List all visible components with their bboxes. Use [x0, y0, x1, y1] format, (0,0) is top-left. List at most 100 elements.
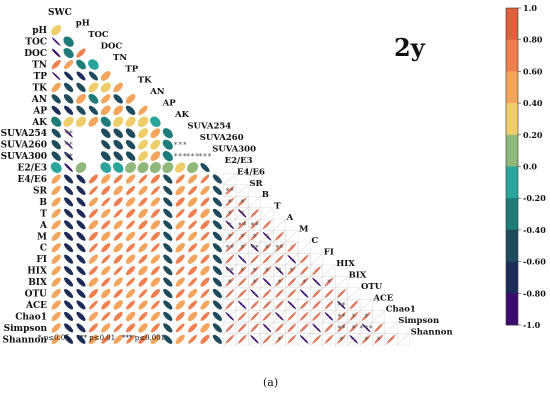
- heatmap-ellipse-20-2: [76, 243, 86, 253]
- heatmap-ellipse-5-4: [100, 71, 111, 81]
- diagonal-line-18-16: [248, 218, 261, 231]
- diagonal-line-26-25: [359, 310, 373, 323]
- heatmap-ellipse-28-2: [76, 334, 86, 344]
- heatmap-ellipse-18-9: [163, 220, 173, 230]
- heatmap-ellipse-23-6: [126, 277, 135, 287]
- heatmap-ellipse-28-1: [64, 334, 74, 344]
- heatmap-ellipse-19-0: [51, 231, 61, 241]
- diagonal-line-25-25: [359, 299, 373, 311]
- heatmap-ellipse-22-13: [212, 266, 222, 276]
- heatmap-ellipse-4-0: [51, 59, 61, 70]
- significance-star-22-19: *: [290, 267, 295, 276]
- row-label-21: FI: [36, 255, 47, 265]
- diagonal-line-22-22: [322, 264, 336, 277]
- heatmap-ellipse-12-4: [100, 151, 111, 161]
- diagonal-line-27-22: [322, 321, 336, 334]
- diagonal-line-25-16: [248, 299, 261, 311]
- heatmap-ellipse-25-2: [76, 300, 86, 310]
- diagonal-line-21-17: [260, 253, 274, 266]
- diag-label-26: Chao1: [386, 305, 416, 315]
- heatmap-ellipse-19-8: [150, 231, 160, 241]
- heatmap-ellipse-15-3: [89, 186, 98, 195]
- footnote-item-2: *** p≤0.001: [122, 334, 165, 342]
- heatmap-ellipse-26-10: [175, 311, 185, 321]
- significance-star-16-15: *: [240, 198, 245, 207]
- heatmap-ellipse-27-8: [150, 323, 160, 333]
- heatmap-ellipse-23-8: [150, 277, 161, 287]
- diagonal-line-28-19: [285, 333, 299, 346]
- diagonal-line-25-15: [235, 299, 249, 311]
- diag-label-6: TK: [138, 76, 152, 86]
- diagonal-line-20-14: [223, 241, 237, 254]
- heatmap-ellipse-14-3: [88, 174, 98, 184]
- heatmap-ellipse-17-4: [101, 208, 111, 218]
- heatmap-ellipse-9-5: [113, 116, 124, 127]
- diagonal-line-23-22: [322, 276, 336, 288]
- diag-label-11: SUVA260: [200, 133, 244, 143]
- heatmap-ellipse-5-1: [64, 71, 74, 81]
- diagonal-line-24-19: [285, 287, 299, 300]
- diagonal-line-24-24: [347, 287, 361, 300]
- heatmap-ellipse-26-8: [150, 311, 161, 322]
- heatmap-ellipse-8-6: [125, 105, 136, 116]
- diagonal-line-20-20: [297, 241, 311, 254]
- diagonal-line-28-21: [310, 333, 323, 346]
- heatmap-ellipse-3-1: [63, 48, 74, 59]
- diagonal-line-25-21: [310, 299, 323, 311]
- diagonal-line-16-15: [235, 196, 249, 208]
- diagonal-line-19-14: [223, 230, 237, 243]
- heatmap-ellipse-9-2: [75, 116, 87, 127]
- diagonal-line-16-14: [223, 196, 237, 208]
- significance-star-23-14: *: [228, 278, 233, 287]
- heatmap-ellipse-9-6: [125, 116, 136, 127]
- heatmap-ellipse-8-5: [113, 105, 124, 116]
- heatmap-ellipse-8-4: [100, 105, 111, 116]
- diagonal-line-27-26: [372, 321, 385, 334]
- significance-star-17-15: *: [240, 209, 245, 218]
- colorbar: 1.0 0.80 0.60 0.40 0.20 0.0 -0.20 -0.40 -0.60 -0.…: [505, 3, 546, 330]
- diagonal-line-23-20: [297, 276, 311, 288]
- diag-label-3: DOC: [101, 41, 123, 51]
- row-label-25: ACE: [25, 301, 47, 311]
- heatmap-ellipse-15-7: [138, 185, 148, 196]
- heatmap-ellipse-26-11: [187, 311, 198, 322]
- significance-star-19-16: *: [252, 232, 257, 241]
- heatmap-ellipse-14-11: [187, 174, 198, 184]
- diagonal-line-17-17: [260, 207, 274, 220]
- row-label-5: TP: [34, 72, 48, 82]
- row-label-6: TK: [32, 83, 48, 93]
- heatmap-ellipse-19-4: [101, 231, 111, 241]
- heatmap-ellipse-15-11: [188, 186, 198, 195]
- diag-label-13: E2/E3: [225, 156, 253, 166]
- heatmap-ellipse-13-6: [125, 162, 137, 174]
- heatmap-ellipse-6-3: [88, 82, 99, 93]
- heatmap-ellipse-11-5: [113, 139, 123, 150]
- heatmap-ellipse-7-3: [88, 93, 99, 104]
- diagonal-line-17-16: [248, 207, 261, 220]
- heatmap-ellipse-24-12: [200, 289, 210, 298]
- diagonal-line-26-23: [335, 310, 348, 323]
- heatmap-ellipse-17-1: [64, 208, 74, 218]
- heatmap-ellipse-26-2: [76, 311, 86, 321]
- row-label-11: SUVA260: [1, 141, 47, 151]
- diagonal-line-21-16: [248, 253, 261, 266]
- heatmap-ellipse-4-3: [88, 59, 99, 70]
- colorbar-tick-label-3: 0.40: [523, 98, 543, 108]
- heatmap-ellipse-2-1: [63, 36, 74, 47]
- diagonal-line-28-17: [260, 333, 274, 346]
- diag-label-21: FI: [324, 247, 334, 257]
- heatmap-ellipse-9-0: [51, 116, 62, 127]
- heatmap-ellipse-10-0: [51, 128, 61, 138]
- significance-star-27-24: *: [352, 324, 357, 333]
- heatmap-ellipse-24-10: [175, 289, 185, 298]
- heatmap-ellipse-10-6: [125, 128, 136, 139]
- diagonal-line-28-18: [273, 333, 286, 346]
- diagonal-line-28-27: [384, 333, 398, 346]
- diagonal-line-28-20: [297, 333, 311, 346]
- diagonal-line-17-14: [223, 207, 237, 220]
- diagonal-line-26-19: [285, 310, 299, 323]
- diagonal-line-26-14: [223, 310, 237, 323]
- diagonal-line-23-21: [310, 276, 323, 288]
- significance-star-11-10: ***: [173, 141, 187, 150]
